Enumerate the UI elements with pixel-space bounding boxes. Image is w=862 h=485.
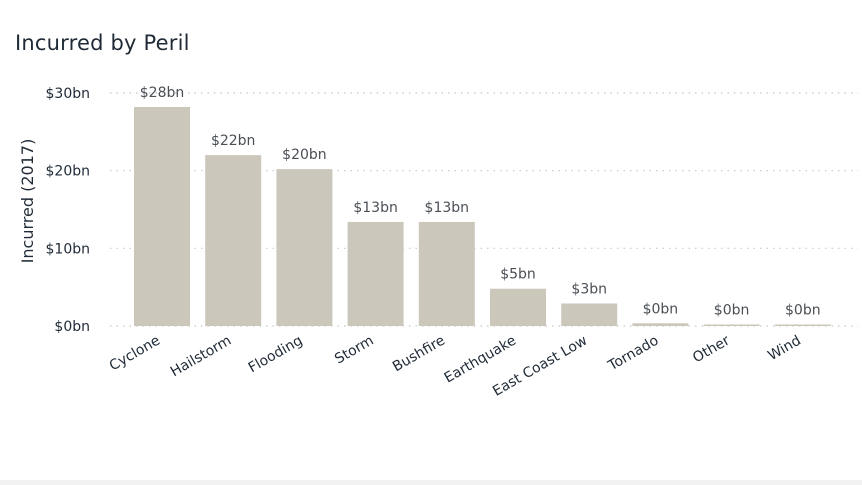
data-label: $13bn — [425, 200, 469, 216]
bar-flooding[interactable] — [276, 169, 333, 326]
data-label: $0bn — [643, 301, 679, 317]
data-label: $5bn — [500, 267, 536, 283]
bar-storm[interactable] — [347, 221, 404, 326]
y-tick-label: $20bn — [46, 164, 90, 180]
x-category-label: Cyclone — [107, 333, 163, 375]
data-label: $20bn — [282, 147, 326, 163]
bar-bushfire[interactable] — [418, 221, 475, 326]
y-tick-label: $10bn — [46, 241, 90, 257]
x-axis-categories: Cyclone Hailstorm Flooding Storm BushfireEar… — [107, 332, 804, 399]
x-category-label: Flooding — [246, 333, 306, 377]
bar-east-coast-low[interactable] — [561, 303, 618, 326]
x-category-label: Wind — [765, 333, 803, 364]
data-label: $28bn — [140, 85, 184, 101]
data-label: $3bn — [571, 281, 607, 297]
bottom-strip — [0, 480, 862, 485]
bar-hailstorm[interactable] — [205, 155, 262, 326]
y-axis-ticks: $0bn $10bn $20bn $30bn — [46, 86, 90, 335]
data-label: $22bn — [211, 133, 255, 149]
data-labels: $28bn $22bn $20bn $13bn $13bn $5bn $3bn $0bn $0b… — [140, 85, 821, 319]
y-tick-label: $30bn — [46, 86, 90, 102]
y-tick-label: $0bn — [54, 319, 90, 335]
bars — [134, 106, 831, 327]
chart-title: Incurred by Peril — [15, 31, 190, 55]
data-label: $13bn — [353, 200, 397, 216]
bar-tornado[interactable] — [632, 323, 689, 326]
bar-earthquake[interactable] — [490, 288, 546, 326]
bar-other[interactable] — [703, 324, 760, 327]
top-strip — [0, 0, 862, 6]
data-label: $0bn — [785, 303, 821, 319]
x-category-label: Bushfire — [390, 333, 448, 376]
x-category-label: Other — [690, 332, 733, 366]
data-label: $0bn — [714, 303, 750, 319]
x-category-label: Hailstorm — [168, 333, 234, 381]
x-category-label: Storm — [332, 333, 376, 368]
x-category-label: Tornado — [605, 333, 662, 375]
y-axis-label: Incurred (2017) — [18, 139, 37, 264]
bar-cyclone[interactable] — [134, 106, 190, 326]
bar-wind[interactable] — [774, 324, 831, 327]
